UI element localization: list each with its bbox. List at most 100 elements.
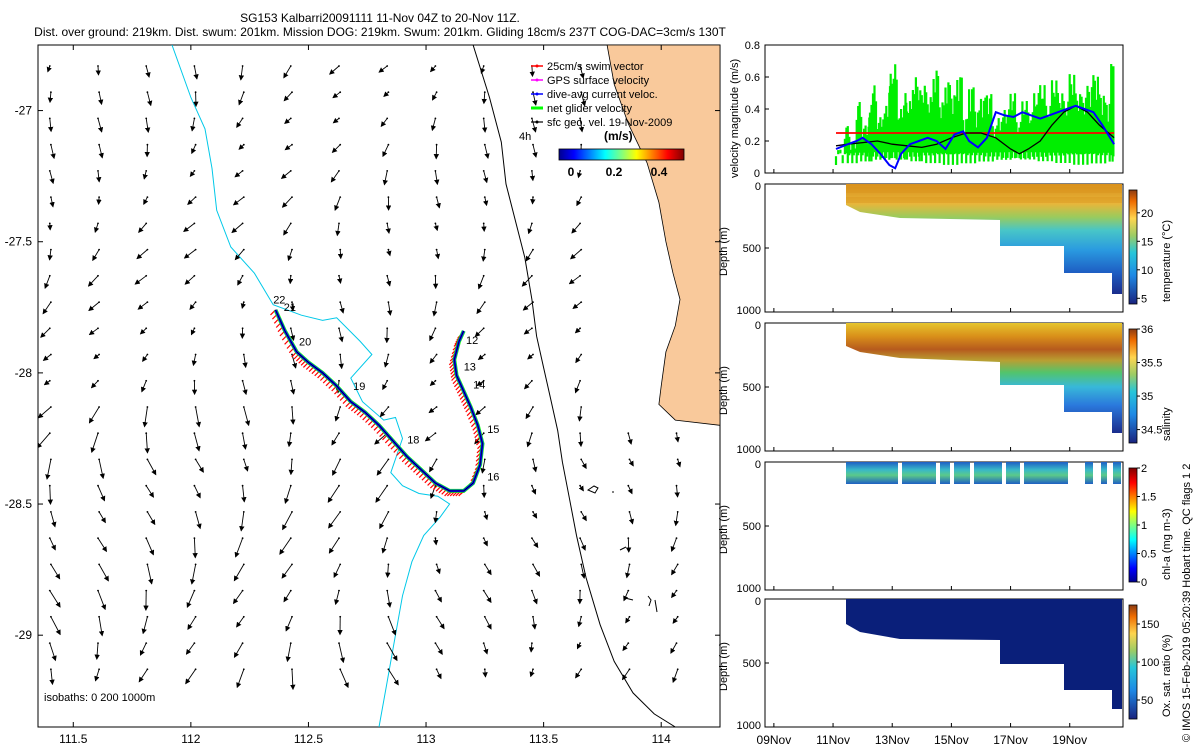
- geo-velocity-arrow: [97, 118, 104, 133]
- geo-velocity-base: [242, 458, 245, 461]
- day-label: 20: [299, 336, 311, 348]
- depth-tick-label: 0: [755, 181, 761, 193]
- chl-colorbar: [1128, 467, 1138, 583]
- geo-velocity-arrow: [383, 354, 389, 368]
- geo-velocity-base: [194, 196, 197, 199]
- geo-velocity-base: [482, 589, 485, 592]
- velocity-ylabel: velocity magnitude (m/s): [729, 59, 741, 178]
- geo-velocity-base: [50, 615, 52, 618]
- geo-velocity-base: [434, 274, 437, 277]
- geo-velocity-base: [193, 589, 196, 592]
- geo-velocity-arrow: [193, 433, 201, 452]
- geo-velocity-base: [289, 117, 292, 120]
- geo-velocity-base: [242, 143, 245, 146]
- geo-velocity-base: [532, 301, 534, 303]
- geo-velocity-base: [194, 458, 197, 461]
- geo-velocity-arrow: [134, 275, 147, 285]
- geo-velocity-arrow: [280, 170, 292, 179]
- geo-velocity-arrow: [289, 328, 296, 341]
- geo-velocity-arrow: [38, 406, 52, 419]
- geo-velocity-arrow: [531, 590, 538, 605]
- geo-velocity-arrow: [379, 511, 389, 530]
- geo-velocity-base: [193, 170, 196, 172]
- geo-velocity-base: [532, 668, 534, 671]
- dac-speed-line: [835, 104, 1115, 170]
- geo-velocity-base: [339, 668, 342, 671]
- geo-velocity-arrow: [432, 91, 437, 101]
- geo-velocity-arrow: [530, 197, 536, 205]
- geo-velocity-base: [531, 117, 533, 120]
- geo-velocity-base: [483, 668, 486, 671]
- geo-velocity-base: [193, 117, 196, 120]
- geo-velocity-base: [242, 563, 245, 566]
- geo-velocity-arrow: [577, 433, 584, 448]
- geo-velocity-arrow: [141, 616, 148, 635]
- geo-velocity-arrow: [287, 275, 294, 285]
- geo-velocity-arrow: [138, 669, 148, 683]
- geo-velocity-arrow: [338, 354, 344, 370]
- geo-velocity-base: [387, 301, 390, 303]
- oxygen-section: [846, 599, 1122, 709]
- geo-velocity-base: [291, 353, 293, 356]
- geo-velocity-base: [387, 668, 390, 671]
- geo-velocity-arrow: [382, 170, 388, 186]
- geo-velocity-base: [435, 615, 438, 618]
- geo-velocity-arrow: [531, 616, 537, 630]
- geo-velocity-base: [338, 432, 340, 435]
- geo-velocity-arrow: [327, 485, 340, 503]
- geo-velocity-base: [193, 274, 196, 277]
- geo-velocity-base: [289, 65, 292, 67]
- geo-velocity-base: [241, 484, 244, 487]
- geo-velocity-base: [98, 511, 100, 513]
- colorbar-tick-label: 10: [1141, 265, 1153, 277]
- map-x-axis: 111.5 112 112.5 113 113.5 114: [59, 45, 671, 746]
- geo-velocity-base: [435, 196, 438, 199]
- geo-velocity-base: [580, 458, 583, 461]
- geo-velocity-arrow: [90, 380, 99, 389]
- geo-velocity-arrow: [432, 302, 438, 317]
- geo-velocity-base: [48, 117, 51, 120]
- geo-velocity-base: [242, 668, 245, 671]
- geo-velocity-base: [434, 432, 437, 435]
- geo-velocity-arrow: [328, 511, 341, 529]
- geo-velocity-base: [291, 458, 293, 461]
- geo-velocity-arrow: [329, 65, 340, 75]
- depth-tick-label: 500: [743, 658, 761, 670]
- geo-velocity-base: [482, 432, 485, 435]
- geo-velocity-base: [50, 458, 52, 461]
- geo-velocity-arrow: [98, 144, 104, 159]
- geo-velocity-base: [146, 668, 149, 671]
- geo-velocity-arrow: [239, 511, 245, 532]
- geo-velocity-base: [434, 642, 437, 644]
- geo-velocity-base: [194, 615, 197, 618]
- geo-velocity-base: [97, 379, 99, 382]
- geo-velocity-arrow: [381, 537, 388, 554]
- geo-velocity-arrow: [435, 196, 441, 209]
- geo-velocity-base: [242, 91, 245, 94]
- geo-velocity-base: [483, 91, 486, 94]
- salinity-panel: [764, 322, 1138, 452]
- geo-velocity-arrow: [571, 223, 581, 234]
- geo-velocity-arrow: [481, 249, 487, 262]
- time-tick-label: 11Nov: [816, 733, 850, 747]
- geo-velocity-arrow: [579, 65, 585, 79]
- geo-velocity-base: [194, 353, 197, 356]
- geo-velocity-arrow: [484, 564, 492, 576]
- geo-velocity-arrow: [285, 616, 293, 632]
- geo-velocity-base: [98, 248, 100, 251]
- geo-velocity-arrow: [183, 223, 195, 233]
- geo-velocity-arrow: [476, 380, 484, 387]
- geo-velocity-arrow: [576, 642, 582, 650]
- geo-velocity-arrow: [334, 590, 340, 606]
- geo-velocity-arrow: [334, 406, 341, 422]
- geo-velocity-base: [242, 406, 245, 408]
- geo-velocity-arrow: [477, 275, 485, 290]
- geo-velocity-base: [579, 537, 581, 539]
- geo-velocity-base: [386, 222, 389, 225]
- geo-velocity-base: [291, 91, 293, 94]
- geo-velocity-arrow: [232, 196, 245, 206]
- depth-tick-label: 0: [755, 459, 761, 471]
- geo-velocity-base: [676, 458, 679, 461]
- geo-velocity-arrow: [625, 538, 632, 553]
- geo-velocity-arrow: [137, 301, 148, 310]
